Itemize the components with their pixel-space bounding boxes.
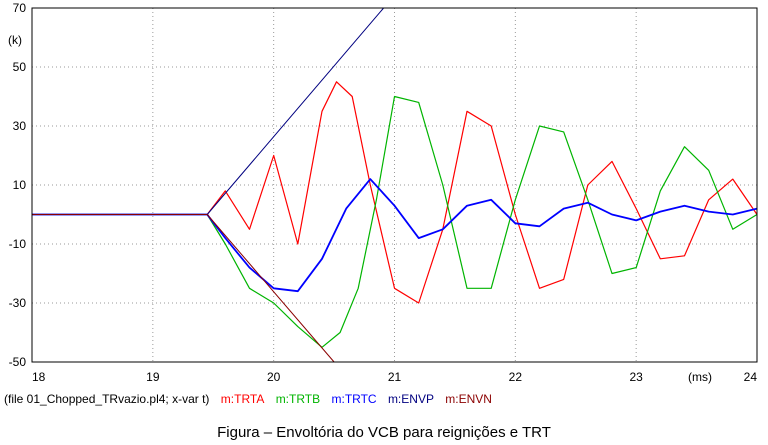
legend-item-trta: m:TRTA xyxy=(220,392,265,406)
x-tick-label: 20 xyxy=(267,370,281,384)
x-tick-label: 21 xyxy=(388,370,402,384)
x-tick-label: 24 xyxy=(744,370,758,384)
y-tick-label: 10 xyxy=(13,178,27,192)
file-label: (file 01_Chopped_TRvazio.pl4; x-var t) xyxy=(4,392,210,406)
grid xyxy=(32,8,757,362)
series-line-mtrtb xyxy=(32,95,758,348)
y-tick-label: 50 xyxy=(13,60,27,74)
y-tick-label: 30 xyxy=(13,119,27,133)
series-line-menvn xyxy=(32,214,335,363)
x-tick-labels: 18 19 20 21 22 23 24 xyxy=(32,370,757,384)
legend-item-trtc: m:TRTC xyxy=(331,392,377,406)
y-unit-label: (k) xyxy=(8,33,22,47)
y-tick-label: -30 xyxy=(9,296,27,310)
series-line-menvp xyxy=(32,7,384,215)
y-tick-label: -10 xyxy=(9,237,27,251)
x-tick-label: 23 xyxy=(629,370,643,384)
y-tick-labels: -50 -30 -10 10 30 50 70 xyxy=(9,1,27,369)
x-unit-label: (ms) xyxy=(688,370,712,384)
legend-item-envn: m:ENVN xyxy=(445,392,492,406)
x-tick-label: 18 xyxy=(32,370,46,384)
y-tick-label: -50 xyxy=(9,355,27,369)
series-line-mtrtc xyxy=(32,178,758,293)
series-layer xyxy=(32,7,758,363)
legend-item-envp: m:ENVP xyxy=(387,392,434,406)
plot-border xyxy=(31,7,758,363)
plot-frame xyxy=(31,7,758,363)
series-line-mtrta xyxy=(32,81,758,304)
x-tick-label: 22 xyxy=(509,370,523,384)
legend: (file 01_Chopped_TRvazio.pl4; x-var t) m… xyxy=(4,392,500,406)
x-tick-label: 19 xyxy=(146,370,160,384)
legend-item-trtb: m:TRTB xyxy=(275,392,321,406)
figure-caption: Figura – Envoltória do VCB para reigniçõ… xyxy=(217,424,551,441)
y-tick-label: 70 xyxy=(13,1,27,15)
